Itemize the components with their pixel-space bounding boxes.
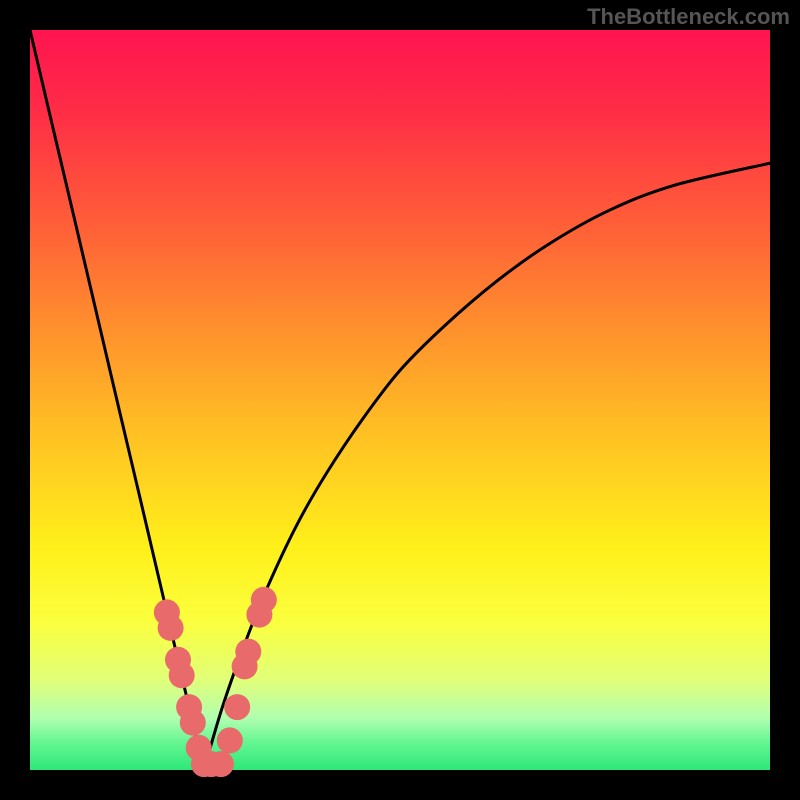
marker-dot [217, 727, 243, 753]
marker-dot [158, 615, 184, 641]
marker-dot [235, 639, 261, 665]
watermark-text: TheBottleneck.com [587, 4, 790, 30]
chart-svg [0, 0, 800, 800]
plot-background [30, 30, 770, 770]
marker-dot [180, 710, 206, 736]
marker-dot [169, 662, 195, 688]
marker-dot [208, 751, 234, 777]
marker-dot [251, 587, 277, 613]
marker-dot [224, 694, 250, 720]
chart-container: TheBottleneck.com [0, 0, 800, 800]
